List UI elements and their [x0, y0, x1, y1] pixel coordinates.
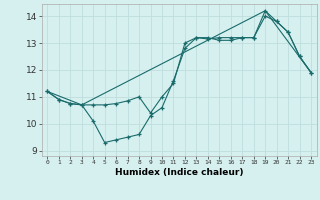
X-axis label: Humidex (Indice chaleur): Humidex (Indice chaleur) — [115, 168, 244, 177]
